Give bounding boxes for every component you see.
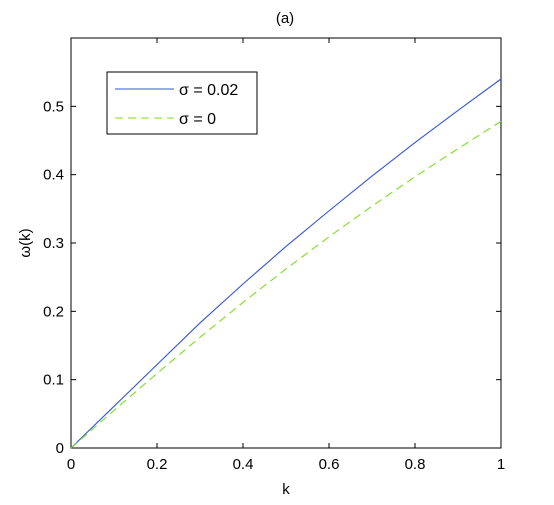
x-tick-label: 0.2: [147, 456, 168, 473]
y-tick-label: 0.5: [43, 98, 64, 115]
series-line-0: [70, 78, 502, 449]
legend-label-sigma-002: σ = 0.02: [179, 82, 238, 99]
y-axis-ticks: 0 0.1 0.2 0.3 0.4 0.5: [43, 98, 501, 457]
y-tick-label: 0.2: [43, 303, 64, 320]
legend-box: [106, 71, 258, 135]
x-tick-label: 0.4: [233, 456, 254, 473]
x-tick-label: 0.6: [319, 456, 340, 473]
x-tick-label: 0.8: [405, 456, 426, 473]
y-axis-label: ω(k): [17, 228, 34, 257]
y-tick-label: 0: [56, 440, 64, 457]
series-line-1: [70, 120, 502, 449]
legend: σ = 0.02 σ = 0: [106, 71, 258, 135]
x-axis-ticks: 0 0.2 0.4 0.6 0.8 1: [67, 38, 505, 473]
y-tick-label: 0.4: [43, 167, 64, 184]
x-tick-label: 1: [497, 456, 505, 473]
chart-title: (a): [276, 10, 294, 27]
x-axis-label: k: [282, 481, 290, 498]
y-tick-label: 0.3: [43, 235, 64, 252]
series-layer: [70, 78, 502, 449]
y-tick-label: 0.1: [43, 372, 64, 389]
x-tick-label: 0: [67, 456, 75, 473]
legend-label-sigma-0: σ = 0: [179, 111, 216, 128]
